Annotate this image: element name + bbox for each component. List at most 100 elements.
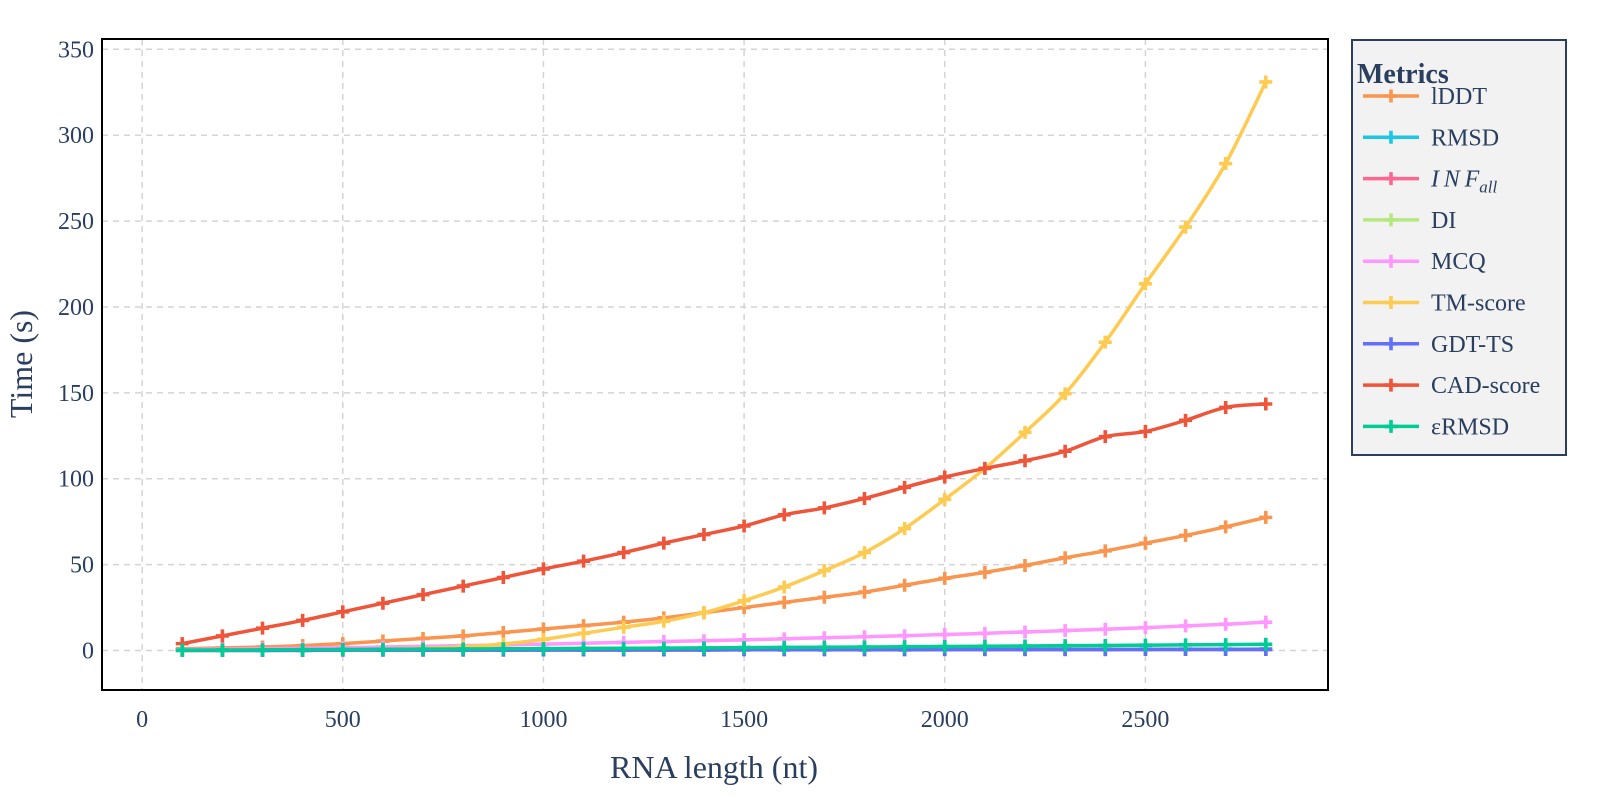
y-tick-label: 0 (82, 638, 94, 664)
data-point-rmsd (697, 641, 711, 655)
data-point-mcq (1138, 621, 1152, 635)
legend-title: Metrics (1357, 59, 1449, 90)
x-axis-title: RNA length (nt) (610, 749, 818, 785)
data-point-cad-score (536, 562, 550, 576)
data-point-cad-score (1018, 454, 1032, 468)
data-point-mcq (1018, 625, 1032, 639)
data-point-cad-score (697, 528, 711, 542)
data-point-mcq (1259, 615, 1273, 629)
x-tick-label: 0 (136, 707, 148, 733)
data-point-lddt (817, 590, 831, 604)
data-point-rmsd (336, 642, 350, 656)
data-point-cad-score (336, 605, 350, 619)
series-layer (175, 75, 1273, 657)
data-point-cad-score (938, 470, 952, 484)
data-point-cad-score (617, 546, 631, 560)
data-point-mcq (1098, 622, 1112, 636)
data-point-rmsd (376, 642, 390, 656)
data-point-mcq (1058, 624, 1072, 638)
y-axis: 0 50 100 150 200 250 300 350 (58, 37, 94, 664)
legend-item-di[interactable]: DI (1363, 208, 1456, 234)
data-point-cad-score (1098, 430, 1112, 444)
data-point-rmsd (215, 643, 229, 657)
data-point-lddt (1018, 558, 1032, 572)
data-point-cad-score (777, 508, 791, 522)
data-point-cad-score (215, 629, 229, 643)
y-tick-label: 300 (58, 123, 94, 149)
legend-item-rmsd[interactable]: RMSD (1363, 125, 1499, 151)
data-point-tm-score (617, 620, 631, 634)
data-point-rmsd (496, 642, 510, 656)
legend-swatch-marker (1384, 296, 1398, 309)
data-point-rmsd (1259, 637, 1273, 651)
data-point-rmsd (296, 643, 310, 657)
legend-label-mcq: MCQ (1431, 249, 1486, 275)
data-point-rmsd (617, 641, 631, 655)
series-line-lddt (180, 515, 1268, 651)
data-point-rmsd (1058, 639, 1072, 653)
legend-swatch-marker (1384, 130, 1398, 144)
data-point-rmsd (577, 641, 591, 655)
data-point-tm-score (577, 626, 591, 640)
legend-swatch-marker (1384, 172, 1398, 186)
data-point-cad-score (376, 596, 390, 610)
data-point-rmsd (1138, 638, 1152, 652)
legend-item-mcq[interactable]: MCQ (1363, 249, 1486, 275)
data-point-mcq (938, 628, 952, 642)
data-point-tm-score (657, 614, 671, 628)
legend-item-inf[interactable]: I N Fall (1363, 167, 1498, 197)
data-point-tm-score (1179, 220, 1193, 234)
data-point-tm-score (898, 522, 912, 536)
series-rmsd (175, 637, 1273, 657)
data-point-lddt (1179, 528, 1193, 542)
data-point-rmsd (657, 641, 671, 655)
x-axis: 0 500 1000 1500 2000 2500 (136, 707, 1169, 733)
data-point-cad-score (978, 461, 992, 475)
y-tick-label: 100 (58, 467, 94, 493)
data-point-cad-score (817, 501, 831, 515)
data-point-mcq (898, 629, 912, 643)
legend-item-gdt-ts[interactable]: GDT-TS (1363, 332, 1514, 358)
x-tick-label: 1500 (720, 707, 768, 733)
legend-label-di: DI (1431, 208, 1456, 234)
legend-swatch-marker (1384, 378, 1398, 392)
legend-item-tm-score[interactable]: TM-score (1363, 291, 1526, 317)
y-tick-label: 200 (58, 295, 94, 321)
data-point-rmsd (978, 639, 992, 653)
plot-area (102, 39, 1328, 690)
data-point-rmsd (1098, 639, 1112, 653)
data-point-tm-score (1219, 157, 1233, 171)
legend-swatch-marker (1384, 89, 1398, 103)
data-point-rmsd (1219, 638, 1233, 652)
data-point-cad-score (577, 554, 591, 568)
data-point-lddt (496, 625, 510, 639)
data-point-rmsd (857, 640, 871, 654)
legend-item-lddt[interactable]: lDDT (1363, 84, 1487, 110)
legend-label-cad-score: CAD-score (1431, 373, 1540, 399)
series-line-mcq (180, 620, 1268, 652)
data-point-rmsd (536, 642, 550, 656)
data-point-tm-score (697, 606, 711, 620)
data-point-cad-score (1219, 400, 1233, 414)
data-point-cad-score (1259, 397, 1273, 411)
legend-label-gdt-ts: GDT-TS (1431, 332, 1514, 358)
y-tick-label: 150 (58, 381, 94, 407)
data-point-cad-score (256, 621, 270, 635)
series-line-rmsd (180, 642, 1268, 652)
legend-label-rmsd: εRMSD (1431, 414, 1509, 440)
data-point-tm-score (857, 546, 871, 560)
legend-item-cad-score[interactable]: CAD-score (1363, 373, 1540, 399)
data-point-tm-score (817, 564, 831, 578)
data-point-tm-score (777, 580, 791, 594)
data-point-mcq (1179, 619, 1193, 633)
legend-items: lDDT RMSD I N Fall DI MCQ TM-score GDT-TS CAD-s… (1363, 84, 1540, 440)
y-tick-label: 250 (58, 209, 94, 235)
plot-frame (101, 38, 1329, 691)
legend: Metrics lDDT RMSD I N Fall DI MCQ TM-score GDT… (1351, 39, 1567, 456)
legend-swatch-marker (1384, 337, 1398, 351)
data-point-cad-score (857, 491, 871, 505)
data-point-cad-score (416, 588, 430, 602)
data-point-tm-score (737, 594, 751, 608)
legend-item-rmsd[interactable]: εRMSD (1363, 414, 1509, 440)
data-point-lddt (1098, 544, 1112, 558)
